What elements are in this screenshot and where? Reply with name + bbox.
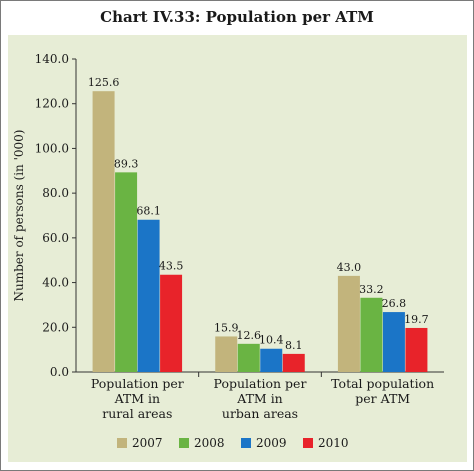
- x-category-label: Population per: [91, 376, 184, 391]
- y-tick-label: 80.0: [42, 186, 69, 200]
- bar-2009: [382, 312, 405, 372]
- y-tick-label: 140.0: [35, 52, 69, 66]
- legend-label: 2010: [318, 436, 349, 450]
- legend-swatch-2007: [117, 438, 127, 448]
- data-label: 33.2: [359, 283, 384, 296]
- bars: 125.6 89.3 68.1 43.5 15.912.610.4 8.1 43.0 33.2…: [88, 76, 429, 373]
- bar-2008: [360, 297, 383, 372]
- legend-label: 2008: [194, 436, 225, 450]
- y-tick-label: 60.0: [42, 231, 69, 245]
- x-category-label: per ATM: [355, 391, 410, 406]
- legend: 2007 2008 2009 2010: [117, 436, 349, 450]
- x-category-label: Total population: [331, 376, 434, 391]
- x-category-label: rural areas: [102, 406, 172, 421]
- y-tick-label: 100.0: [35, 141, 69, 155]
- y-axis-label: Number of persons (in '000): [12, 130, 26, 302]
- plot-panel: [8, 35, 467, 462]
- data-label: 26.8: [382, 297, 407, 310]
- bar-2010: [282, 353, 305, 372]
- y-tick-label: 120.0: [35, 97, 69, 111]
- data-label: 89.3: [114, 157, 139, 170]
- bar-2008: [115, 172, 138, 372]
- data-label: 19.7: [404, 313, 429, 326]
- data-label: 10.4: [259, 334, 284, 347]
- x-category-label: Population per: [214, 376, 307, 391]
- y-tick-label: 20.0: [42, 320, 69, 334]
- data-label: 125.6: [88, 76, 120, 89]
- data-label: 68.1: [136, 205, 161, 218]
- bar-2008: [237, 343, 260, 372]
- data-label: 43.0: [337, 261, 362, 274]
- bar-2010: [405, 327, 428, 372]
- bar-2009: [260, 348, 283, 372]
- legend-swatch-2008: [179, 438, 189, 448]
- x-category-label: ATM in: [114, 391, 161, 406]
- legend-swatch-2010: [303, 438, 313, 448]
- legend-label: 2007: [132, 436, 163, 450]
- y-tick-label: 0.0: [50, 365, 69, 379]
- data-label: 43.5: [159, 260, 184, 273]
- legend-swatch-2009: [241, 438, 251, 448]
- data-label: 12.6: [237, 329, 262, 342]
- x-category-label: urban areas: [222, 406, 298, 421]
- bar-2007: [92, 91, 115, 373]
- y-tick-label: 40.0: [42, 276, 69, 290]
- legend-label: 2009: [256, 436, 287, 450]
- x-category-label: ATM in: [236, 391, 283, 406]
- bar-2007: [337, 275, 360, 372]
- data-label: 15.9: [214, 321, 239, 334]
- data-label: 8.1: [285, 339, 303, 352]
- axes: 0.0 20.0 40.0 60.0 80.0 100.0 120.0 140.0 Number…: [12, 52, 444, 421]
- bar-2010: [160, 274, 183, 372]
- bar-2007: [215, 336, 238, 372]
- bar-2009: [137, 219, 160, 372]
- chart-title: Chart IV.33: Population per ATM: [100, 8, 374, 26]
